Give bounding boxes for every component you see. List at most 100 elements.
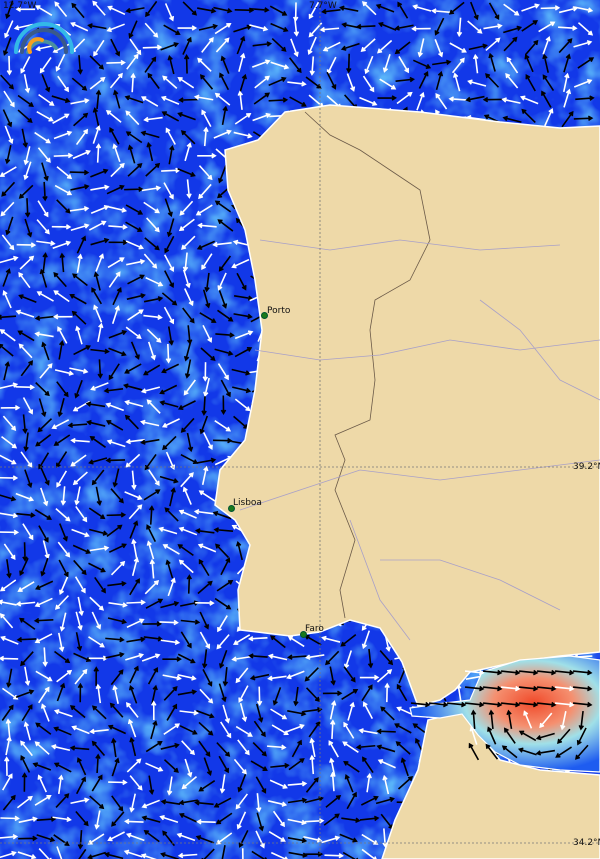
current-arrow xyxy=(110,560,126,576)
current-arrow xyxy=(145,762,164,772)
current-arrow xyxy=(0,314,17,320)
current-arrow xyxy=(20,56,31,74)
current-arrow xyxy=(234,330,254,340)
current-arrow xyxy=(3,756,10,776)
current-arrow xyxy=(34,741,50,755)
current-arrow xyxy=(290,38,299,58)
current-arrow xyxy=(58,340,65,360)
current-arrow xyxy=(235,540,243,561)
current-arrow xyxy=(51,224,72,230)
current-arrow xyxy=(364,55,374,75)
current-arrow xyxy=(524,39,539,56)
current-arrow xyxy=(250,7,270,13)
current-arrow xyxy=(35,670,53,682)
current-arrow xyxy=(182,1,198,16)
current-arrow xyxy=(55,793,70,809)
city-label-faro[interactable]: Faro xyxy=(305,624,324,634)
current-arrow xyxy=(2,268,11,287)
current-arrow xyxy=(366,772,372,793)
city-label-porto[interactable]: Porto xyxy=(267,306,291,316)
current-arrow xyxy=(41,162,49,182)
current-arrow xyxy=(127,144,136,164)
current-arrow xyxy=(394,723,412,734)
current-arrow xyxy=(131,538,138,559)
current-arrow xyxy=(554,669,575,676)
current-arrow xyxy=(1,704,14,721)
current-arrow xyxy=(309,754,315,775)
current-arrow xyxy=(525,73,536,92)
current-arrow xyxy=(36,834,56,843)
current-arrow xyxy=(1,234,15,251)
current-arrow xyxy=(216,742,231,757)
current-arrow xyxy=(86,419,106,427)
current-arrow xyxy=(108,271,121,288)
current-arrow xyxy=(17,581,35,592)
current-arrow xyxy=(201,465,209,486)
current-arrow xyxy=(252,41,273,47)
current-arrow xyxy=(95,683,102,704)
current-arrow xyxy=(97,359,103,379)
current-arrow xyxy=(87,833,105,845)
current-arrow xyxy=(16,242,37,248)
current-arrow xyxy=(198,779,216,792)
current-arrow xyxy=(159,384,178,395)
current-arrow xyxy=(112,143,121,163)
current-arrow xyxy=(271,37,287,52)
current-arrow xyxy=(2,289,12,309)
current-arrow xyxy=(56,199,71,214)
current-arrow xyxy=(168,144,175,165)
current-arrow xyxy=(92,125,101,144)
current-arrow xyxy=(231,368,251,376)
current-arrow xyxy=(106,439,126,448)
current-arrow xyxy=(0,579,17,592)
current-arrow xyxy=(90,237,110,246)
current-arrow xyxy=(182,36,192,55)
current-arrow xyxy=(431,8,451,14)
current-arrow xyxy=(558,25,578,31)
current-arrow xyxy=(159,475,179,484)
current-arrow xyxy=(234,347,253,358)
current-arrow xyxy=(177,852,198,859)
current-arrow xyxy=(505,72,519,89)
current-arrow xyxy=(186,179,192,199)
current-arrow xyxy=(15,689,35,698)
current-arrow xyxy=(55,508,71,522)
current-arrow xyxy=(106,59,126,66)
current-arrow xyxy=(106,524,123,538)
current-arrow xyxy=(575,744,589,760)
current-arrow xyxy=(147,341,156,361)
current-arrow xyxy=(286,670,305,680)
current-arrow xyxy=(289,96,307,107)
current-arrow xyxy=(129,38,142,56)
current-arrow xyxy=(195,600,215,606)
current-arrow xyxy=(201,37,214,53)
current-arrow xyxy=(112,468,120,488)
current-arrow xyxy=(518,685,539,692)
current-arrow xyxy=(146,399,161,414)
current-arrow xyxy=(35,433,52,447)
current-arrow xyxy=(178,559,194,574)
city-label-lisboa[interactable]: Lisboa xyxy=(233,498,262,508)
current-arrow xyxy=(6,668,13,688)
current-arrow xyxy=(355,23,376,30)
current-arrow xyxy=(159,400,179,408)
current-arrow xyxy=(74,379,83,399)
current-arrow xyxy=(108,347,127,357)
current-arrow xyxy=(131,556,140,577)
current-arrow xyxy=(142,364,161,376)
current-arrow xyxy=(177,689,198,696)
current-arrow xyxy=(521,108,536,124)
current-arrow xyxy=(540,5,561,11)
current-arrow xyxy=(255,776,267,794)
current-arrow xyxy=(213,527,234,533)
current-arrow xyxy=(169,487,176,507)
current-arrow xyxy=(177,168,196,178)
current-arrow xyxy=(270,635,286,649)
current-arrow xyxy=(216,579,234,592)
current-arrow xyxy=(111,795,124,812)
current-arrow xyxy=(0,343,14,357)
current-arrow xyxy=(53,709,73,718)
